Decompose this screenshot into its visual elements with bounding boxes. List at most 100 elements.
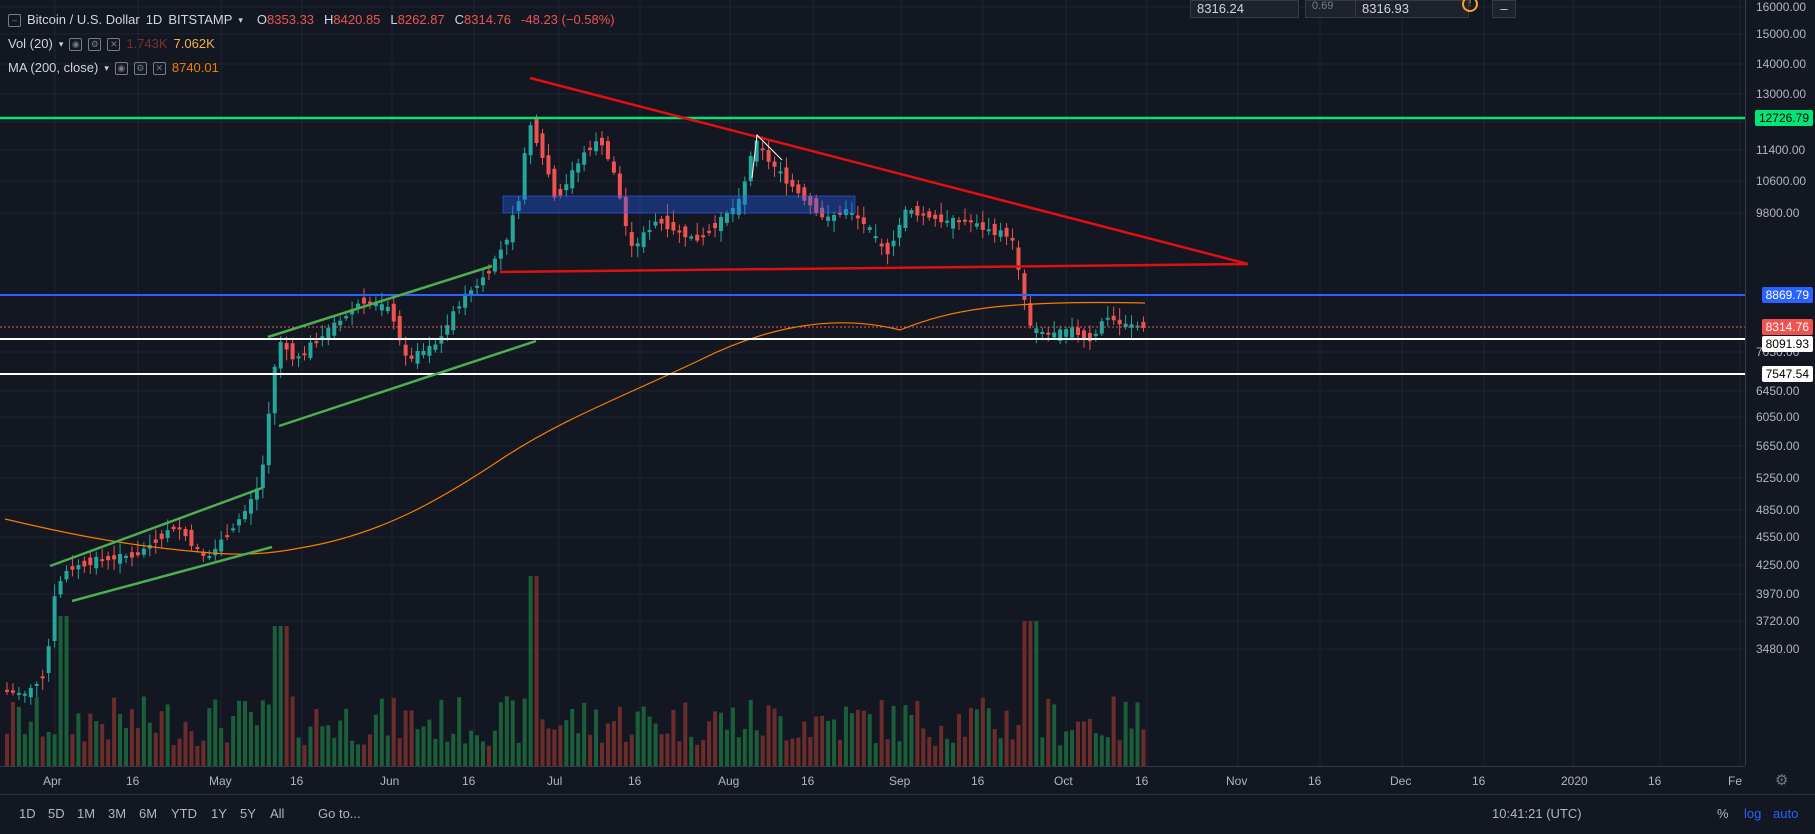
candle-body bbox=[1123, 323, 1128, 328]
volume-bar bbox=[213, 699, 218, 766]
candle-body bbox=[362, 297, 366, 304]
time-scale[interactable]: ⚙ Apr 16 May 16 Jun 16 Jul 16 Aug 16 Sep 16 Oct 16 Nov… bbox=[0, 766, 1788, 794]
minimize-button[interactable]: – bbox=[1492, 0, 1516, 18]
bid-price-box[interactable]: 8316.24 bbox=[1190, 0, 1299, 18]
volume-bar bbox=[475, 735, 480, 766]
volume-bar bbox=[94, 721, 99, 766]
legend-symbol-row: – Bitcoin / U.S. Dollar 1D BITSTAMP ▾ O … bbox=[8, 8, 625, 32]
low-value: 8262.87 bbox=[397, 12, 445, 27]
price-tick-label: 4250.00 bbox=[1756, 558, 1800, 572]
auto-scale-toggle[interactable]: auto bbox=[1773, 806, 1799, 821]
range-button-all[interactable]: All bbox=[270, 806, 285, 821]
price-tick-label: 4550.00 bbox=[1756, 530, 1800, 544]
alert-icon[interactable]: ! bbox=[1462, 0, 1478, 12]
candle-body bbox=[849, 212, 854, 215]
range-button-1d[interactable]: 1D bbox=[19, 806, 36, 821]
candle-body bbox=[1105, 317, 1110, 320]
collapse-icon[interactable]: – bbox=[8, 13, 21, 27]
volume-bar bbox=[1099, 735, 1104, 766]
volume-bar bbox=[28, 721, 33, 766]
volume-bar bbox=[326, 725, 331, 766]
volume-bar bbox=[1058, 745, 1063, 766]
price-chart[interactable] bbox=[0, 0, 1745, 766]
candle-body bbox=[790, 179, 795, 187]
gear-icon[interactable]: ⚙ bbox=[88, 37, 102, 51]
volume-bar bbox=[796, 737, 801, 766]
eye-icon[interactable]: ◉ bbox=[69, 37, 83, 51]
candle-body bbox=[719, 216, 723, 232]
candle-body bbox=[659, 218, 664, 224]
candle-body bbox=[838, 212, 842, 215]
candle-body bbox=[1040, 331, 1045, 334]
candle-body bbox=[284, 342, 289, 350]
volume-bar bbox=[34, 697, 39, 766]
range-button-5y[interactable]: 5Y bbox=[240, 806, 256, 821]
chevron-down-icon[interactable]: ▾ bbox=[238, 15, 243, 25]
ma-indicator-name[interactable]: MA (200, close) bbox=[8, 60, 99, 75]
volume-bar bbox=[594, 709, 599, 766]
interval-label[interactable]: 1D bbox=[145, 12, 163, 27]
range-button-1y[interactable]: 1Y bbox=[211, 806, 227, 821]
volume-indicator-name[interactable]: Vol (20) bbox=[8, 36, 53, 51]
time-tick-label: Dec bbox=[1390, 774, 1412, 788]
symbol-name[interactable]: Bitcoin / U.S. Dollar bbox=[27, 12, 140, 27]
volume-bar bbox=[760, 735, 765, 766]
volume-bar bbox=[266, 704, 271, 766]
volume-bar bbox=[314, 709, 319, 766]
price-scale[interactable]: 16000.0015000.0014000.0013000.0012200.00… bbox=[1745, 0, 1815, 766]
close-icon[interactable]: ✕ bbox=[152, 61, 166, 75]
channel-1-upper bbox=[49, 486, 263, 568]
range-button-5d[interactable]: 5D bbox=[48, 806, 65, 821]
candle-body bbox=[124, 555, 128, 558]
candle-body bbox=[766, 150, 771, 162]
range-button-ytd[interactable]: YTD bbox=[171, 806, 197, 821]
gear-icon[interactable]: ⚙ bbox=[133, 61, 147, 75]
volume-bar bbox=[141, 696, 146, 766]
volume-bar bbox=[481, 741, 485, 766]
eye-icon[interactable]: ◉ bbox=[114, 61, 128, 75]
volume-bar bbox=[968, 707, 973, 766]
chevron-down-icon[interactable]: ▾ bbox=[58, 39, 64, 49]
candle-body bbox=[689, 236, 694, 239]
volume-bar bbox=[1040, 737, 1045, 766]
volume-bar bbox=[1081, 721, 1086, 766]
ask-price-box[interactable]: 8316.93 bbox=[1355, 0, 1469, 18]
time-tick-label: 16 bbox=[1472, 774, 1486, 788]
percent-scale-toggle[interactable]: % bbox=[1717, 806, 1729, 821]
candle-body bbox=[546, 155, 551, 175]
candle-body bbox=[231, 528, 236, 531]
candle-body bbox=[992, 223, 997, 236]
candle-body bbox=[70, 566, 75, 570]
time-tick-label: Jun bbox=[380, 774, 400, 788]
goto-date-button[interactable]: Go to... bbox=[318, 806, 361, 821]
candle-body bbox=[112, 555, 117, 560]
exchange-label[interactable]: BITSTAMP bbox=[168, 12, 233, 27]
volume-bar bbox=[724, 729, 729, 766]
price-tick-label: 5650.00 bbox=[1756, 439, 1800, 453]
volume-bar bbox=[344, 708, 349, 766]
candle-body bbox=[665, 215, 670, 230]
chart-area[interactable]: – Bitcoin / U.S. Dollar 1D BITSTAMP ▾ O … bbox=[0, 0, 1745, 766]
range-button-6m[interactable]: 6M bbox=[139, 806, 158, 821]
log-scale-toggle[interactable]: log bbox=[1744, 806, 1762, 821]
candle-body bbox=[897, 224, 902, 238]
candle-body bbox=[1058, 329, 1063, 341]
candle-body bbox=[373, 303, 378, 307]
time-scale-settings-icon[interactable]: ⚙ bbox=[1775, 772, 1789, 789]
volume-bar bbox=[379, 698, 384, 766]
volume-bar bbox=[962, 736, 967, 766]
candle-body bbox=[724, 212, 729, 223]
volume-bar bbox=[195, 745, 200, 766]
time-tick-label: 16 bbox=[1135, 774, 1149, 788]
close-icon[interactable]: ✕ bbox=[107, 37, 121, 51]
volume-bar bbox=[159, 711, 164, 766]
candle-body bbox=[814, 198, 819, 214]
grid bbox=[0, 0, 1745, 766]
volume-bar bbox=[814, 716, 819, 766]
clock-time: 10:41:21 (UTC) bbox=[1492, 806, 1582, 821]
chevron-down-icon[interactable]: ▾ bbox=[104, 63, 109, 73]
range-button-1m[interactable]: 1M bbox=[77, 806, 96, 821]
range-button-3m[interactable]: 3M bbox=[108, 806, 127, 821]
time-tick-label: Fe bbox=[1728, 774, 1743, 788]
volume-bar bbox=[1141, 729, 1146, 766]
